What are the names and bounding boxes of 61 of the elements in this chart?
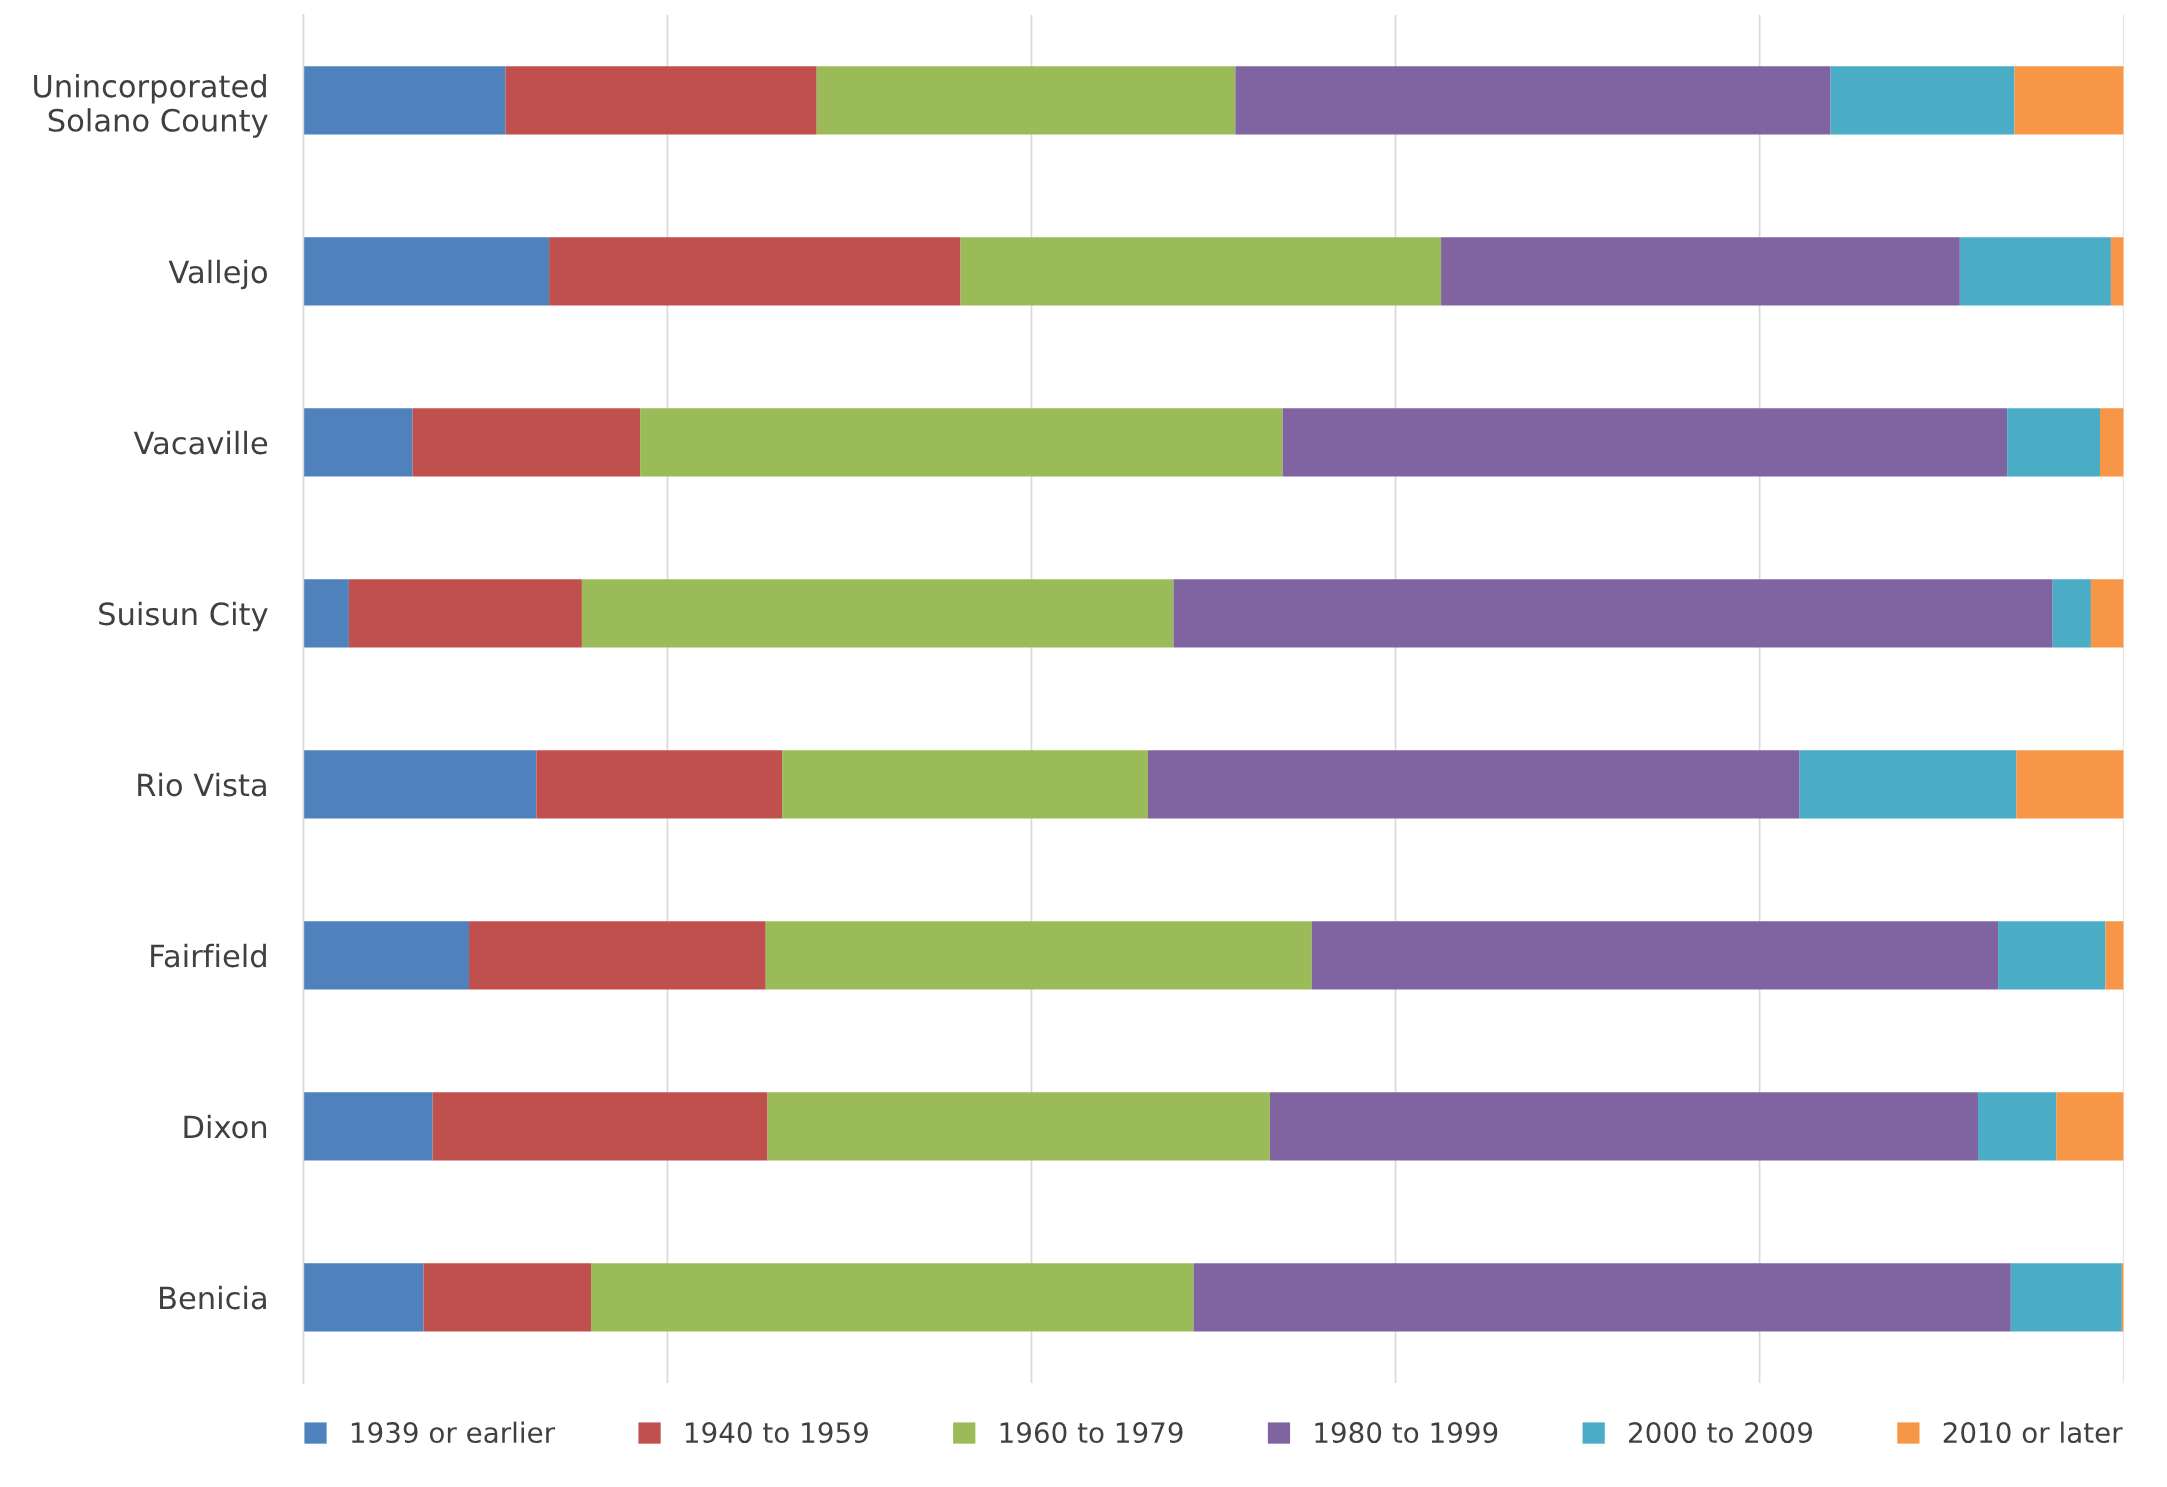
bar	[412, 408, 641, 477]
bar	[303, 579, 349, 648]
bar	[1998, 921, 2106, 990]
bar	[2010, 1263, 2122, 1332]
bar	[581, 579, 1174, 648]
bar	[303, 921, 470, 990]
bar	[1282, 408, 2008, 477]
y-tick-label: Fairfield	[151, 943, 266, 968]
bar	[1441, 237, 1960, 306]
bar	[2110, 237, 2124, 306]
bar	[303, 408, 413, 477]
bar	[590, 1263, 1194, 1332]
bar	[2007, 408, 2100, 477]
bar	[1978, 1092, 2057, 1161]
bar	[1311, 921, 1999, 990]
y-tick-label: Vallejo	[168, 259, 267, 290]
bar	[1193, 1263, 2011, 1332]
bar	[2056, 1092, 2124, 1161]
y-tick-label: Suisun City	[99, 601, 268, 632]
bar	[1799, 750, 2017, 819]
y-tick-label: Rio Vista	[138, 772, 266, 797]
bar	[640, 408, 1283, 477]
bar	[348, 579, 582, 648]
y-tick-label: Dixon	[184, 1114, 267, 1139]
bar	[960, 237, 1442, 306]
bar	[423, 1263, 591, 1332]
legend-label: 1960 to 1979	[1000, 1422, 1183, 1444]
bar	[505, 66, 817, 135]
bar	[549, 237, 961, 306]
bar	[303, 66, 506, 135]
legend-label: 1939 or earlier	[351, 1421, 556, 1444]
y-tick-label: Vacaville	[133, 430, 268, 455]
bar	[1830, 66, 2015, 135]
bar	[1147, 750, 1800, 819]
legend-label: 2010 or later	[1943, 1421, 2123, 1444]
bar	[765, 921, 1312, 990]
y-tick-label: Unincorporated Solano County	[34, 73, 268, 138]
bar	[432, 1092, 768, 1161]
legend-label: 1940 to 1959	[685, 1422, 868, 1444]
bar	[2016, 750, 2124, 819]
bar	[2090, 579, 2124, 648]
bar	[767, 1092, 1270, 1161]
y-tick-label: Benicia	[160, 1285, 266, 1310]
bar	[303, 1263, 424, 1332]
bar	[303, 237, 550, 306]
bar	[1235, 66, 1831, 135]
bar	[303, 1092, 433, 1161]
bar	[782, 750, 1148, 819]
bar	[469, 921, 766, 990]
legend-label: 1980 to 1999	[1315, 1422, 1498, 1444]
bar	[2100, 408, 2124, 477]
bar	[816, 66, 1236, 135]
bar	[1173, 579, 2053, 648]
bar	[1269, 1092, 1979, 1161]
legend-label: 2000 to 2009	[1629, 1422, 1812, 1444]
bar	[2052, 579, 2091, 648]
bar	[303, 750, 537, 819]
bar	[536, 750, 783, 819]
bar	[2014, 66, 2124, 135]
bar	[1959, 237, 2111, 306]
bar	[2105, 921, 2124, 990]
